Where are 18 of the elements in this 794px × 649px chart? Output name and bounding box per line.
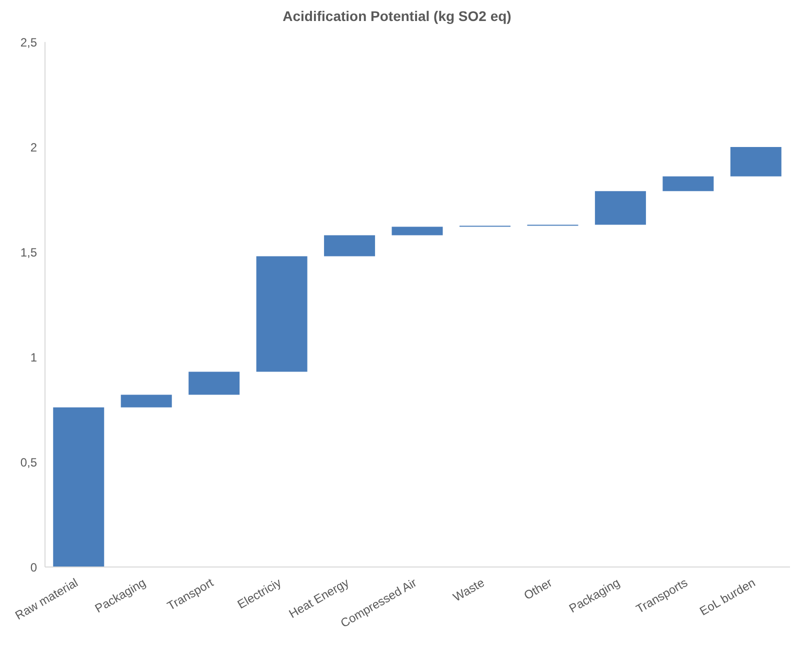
y-tick-label: 0 bbox=[30, 560, 38, 574]
bar bbox=[594, 191, 646, 225]
bar bbox=[662, 176, 714, 192]
y-tick-label: 2 bbox=[30, 140, 38, 154]
bar bbox=[730, 147, 782, 176]
bar bbox=[256, 256, 308, 372]
y-tick-label: 0,5 bbox=[20, 455, 38, 470]
chart-title: Acidification Potential (kg SO2 eq) bbox=[282, 7, 512, 26]
bar bbox=[324, 235, 376, 256]
x-tick-label: Waste bbox=[450, 575, 488, 604]
bar bbox=[188, 372, 240, 395]
bar bbox=[392, 226, 443, 236]
y-tick-label: 1,5 bbox=[20, 245, 38, 260]
y-tick-label: 1 bbox=[30, 350, 38, 364]
y-tick-label: 2,5 bbox=[20, 35, 38, 50]
x-tick-label: Other bbox=[521, 575, 554, 603]
bar bbox=[53, 407, 104, 567]
bar bbox=[120, 394, 172, 408]
